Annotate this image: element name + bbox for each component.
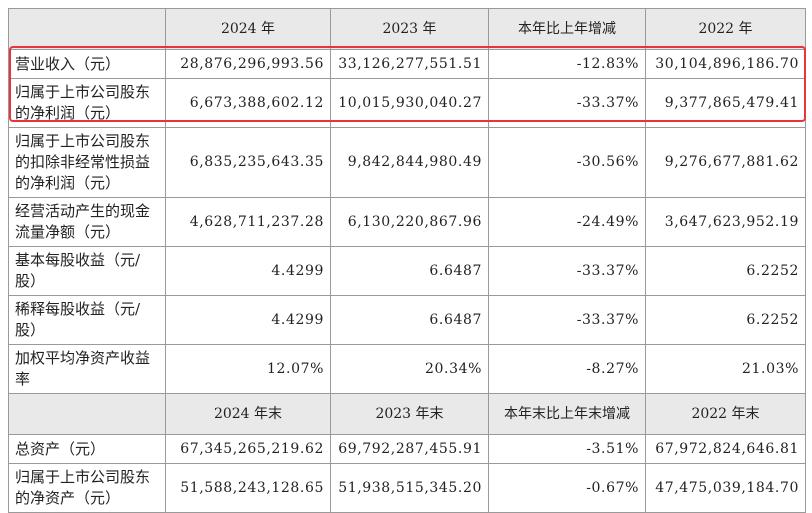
value-cell: 20.34% [330, 344, 489, 394]
header-row: 2024 年末 2023 年末 本年末比上年末增减 2022 年末 [8, 393, 806, 435]
value-cell: -8.27% [488, 344, 646, 394]
value-cell: 9,842,844,980.49 [330, 127, 489, 198]
row-label-text: 归属于上市公司股东的净利润（元） [15, 83, 151, 122]
value-cell: -12.83% [488, 49, 646, 79]
header-cell [8, 393, 166, 435]
value-cell: 6,673,388,602.12 [165, 78, 331, 128]
row-label: 归属于上市公司股东的净利润（元） [8, 78, 166, 128]
row-label: 加权平均净资产收益率 [8, 344, 166, 394]
header-cell: 本年末比上年末增减 [488, 393, 646, 435]
value-cell: 12.07% [165, 344, 331, 394]
data-row: 稀释每股收益（元/股） 4.4299 6.6487 -33.37% 6.2252 [8, 295, 806, 345]
table-body: 2024 年 2023 年本年比上年增减 2022 年营业收入（元） 28,876,2… [8, 8, 806, 513]
row-label: 稀释每股收益（元/股） [8, 295, 166, 345]
header-cell: 2023 年末 [330, 393, 489, 435]
value-cell: 6.6487 [330, 246, 489, 296]
row-label: 总资产（元） [8, 434, 166, 464]
data-row: 营业收入（元） 28,876,296,993.56 33,126,277,551.5… [8, 49, 806, 79]
value-cell: 47,475,039,184.70 [645, 463, 806, 513]
row-label-text: 归属于上市公司股东的扣除非经常性损益的净利润（元） [15, 132, 151, 192]
row-label-text: 总资产（元） [15, 439, 106, 458]
row-label-text: 基本每股收益（元/股） [15, 251, 141, 290]
value-cell: -33.37% [488, 295, 646, 345]
value-cell: -0.67% [488, 463, 646, 513]
value-cell: 28,876,296,993.56 [165, 49, 331, 79]
row-label-text: 稀释每股收益（元/股） [15, 300, 141, 339]
value-cell: 69,792,287,455.91 [330, 434, 489, 464]
row-label: 经营活动产生的现金流量净额（元） [8, 197, 166, 247]
row-label-text: 经营活动产生的现金流量净额（元） [15, 202, 151, 241]
value-cell: 3,647,623,952.19 [645, 197, 806, 247]
value-cell: 4.4299 [165, 295, 331, 345]
value-cell: 30,104,896,186.70 [645, 49, 806, 79]
header-cell [8, 8, 166, 50]
row-label: 归属于上市公司股东的扣除非经常性损益的净利润（元） [8, 127, 166, 198]
header-cell: 2024 年 [165, 8, 331, 50]
value-cell: 6.6487 [330, 295, 489, 345]
value-cell: 10,015,930,040.27 [330, 78, 489, 128]
value-cell: -33.37% [488, 78, 646, 128]
value-cell: 51,588,243,128.65 [165, 463, 331, 513]
data-row: 加权平均净资产收益率 12.07% 20.34% -8.27% 21.03% [8, 344, 806, 394]
value-cell: 6.2252 [645, 246, 806, 296]
data-row: 归属于上市公司股东的净利润（元） 6,673,388,602.12 10,015,9… [8, 78, 806, 128]
row-label: 归属于上市公司股东的净资产（元） [8, 463, 166, 513]
value-cell: 4,628,711,237.28 [165, 197, 331, 247]
data-row: 经营活动产生的现金流量净额（元） 4,628,711,237.28 6,130,22… [8, 197, 806, 247]
data-row: 归属于上市公司股东的扣除非经常性损益的净利润（元） 6,835,235,643.3… [8, 127, 806, 198]
financial-table: 2024 年 2023 年本年比上年增减 2022 年营业收入（元） 28,876,2… [8, 8, 806, 513]
value-cell: 9,276,677,881.62 [645, 127, 806, 198]
value-cell: 21.03% [645, 344, 806, 394]
value-cell: 51,938,515,345.20 [330, 463, 489, 513]
header-cell: 2024 年末 [165, 393, 331, 435]
value-cell: 33,126,277,551.51 [330, 49, 489, 79]
row-label-text: 归属于上市公司股东的净资产（元） [15, 468, 151, 507]
value-cell: -30.56% [488, 127, 646, 198]
value-cell: -3.51% [488, 434, 646, 464]
data-row: 归属于上市公司股东的净资产（元） 51,588,243,128.65 51,938,… [8, 463, 806, 513]
value-cell: 6,835,235,643.35 [165, 127, 331, 198]
row-label: 基本每股收益（元/股） [8, 246, 166, 296]
value-cell: 6,130,220,867.96 [330, 197, 489, 247]
value-cell: -24.49% [488, 197, 646, 247]
value-cell: 67,972,824,646.81 [645, 434, 806, 464]
header-cell: 2022 年 [645, 8, 806, 50]
row-label: 营业收入（元） [8, 49, 166, 79]
value-cell: 4.4299 [165, 246, 331, 296]
value-cell: 67,345,265,219.62 [165, 434, 331, 464]
value-cell: 9,377,865,479.41 [645, 78, 806, 128]
header-cell: 2023 年 [330, 8, 489, 50]
header-cell: 本年比上年增减 [488, 8, 646, 50]
value-cell: 6.2252 [645, 295, 806, 345]
value-cell: -33.37% [488, 246, 646, 296]
header-row: 2024 年 2023 年本年比上年增减 2022 年 [8, 8, 806, 50]
row-label-text: 加权平均净资产收益率 [15, 349, 151, 388]
header-cell: 2022 年末 [645, 393, 806, 435]
page: 2024 年 2023 年本年比上年增减 2022 年营业收入（元） 28,876,2… [8, 8, 806, 513]
data-row: 基本每股收益（元/股） 4.4299 6.6487 -33.37% 6.2252 [8, 246, 806, 296]
row-label-text: 营业收入（元） [15, 54, 121, 73]
data-row: 总资产（元） 67,345,265,219.62 69,792,287,455.91… [8, 434, 806, 464]
